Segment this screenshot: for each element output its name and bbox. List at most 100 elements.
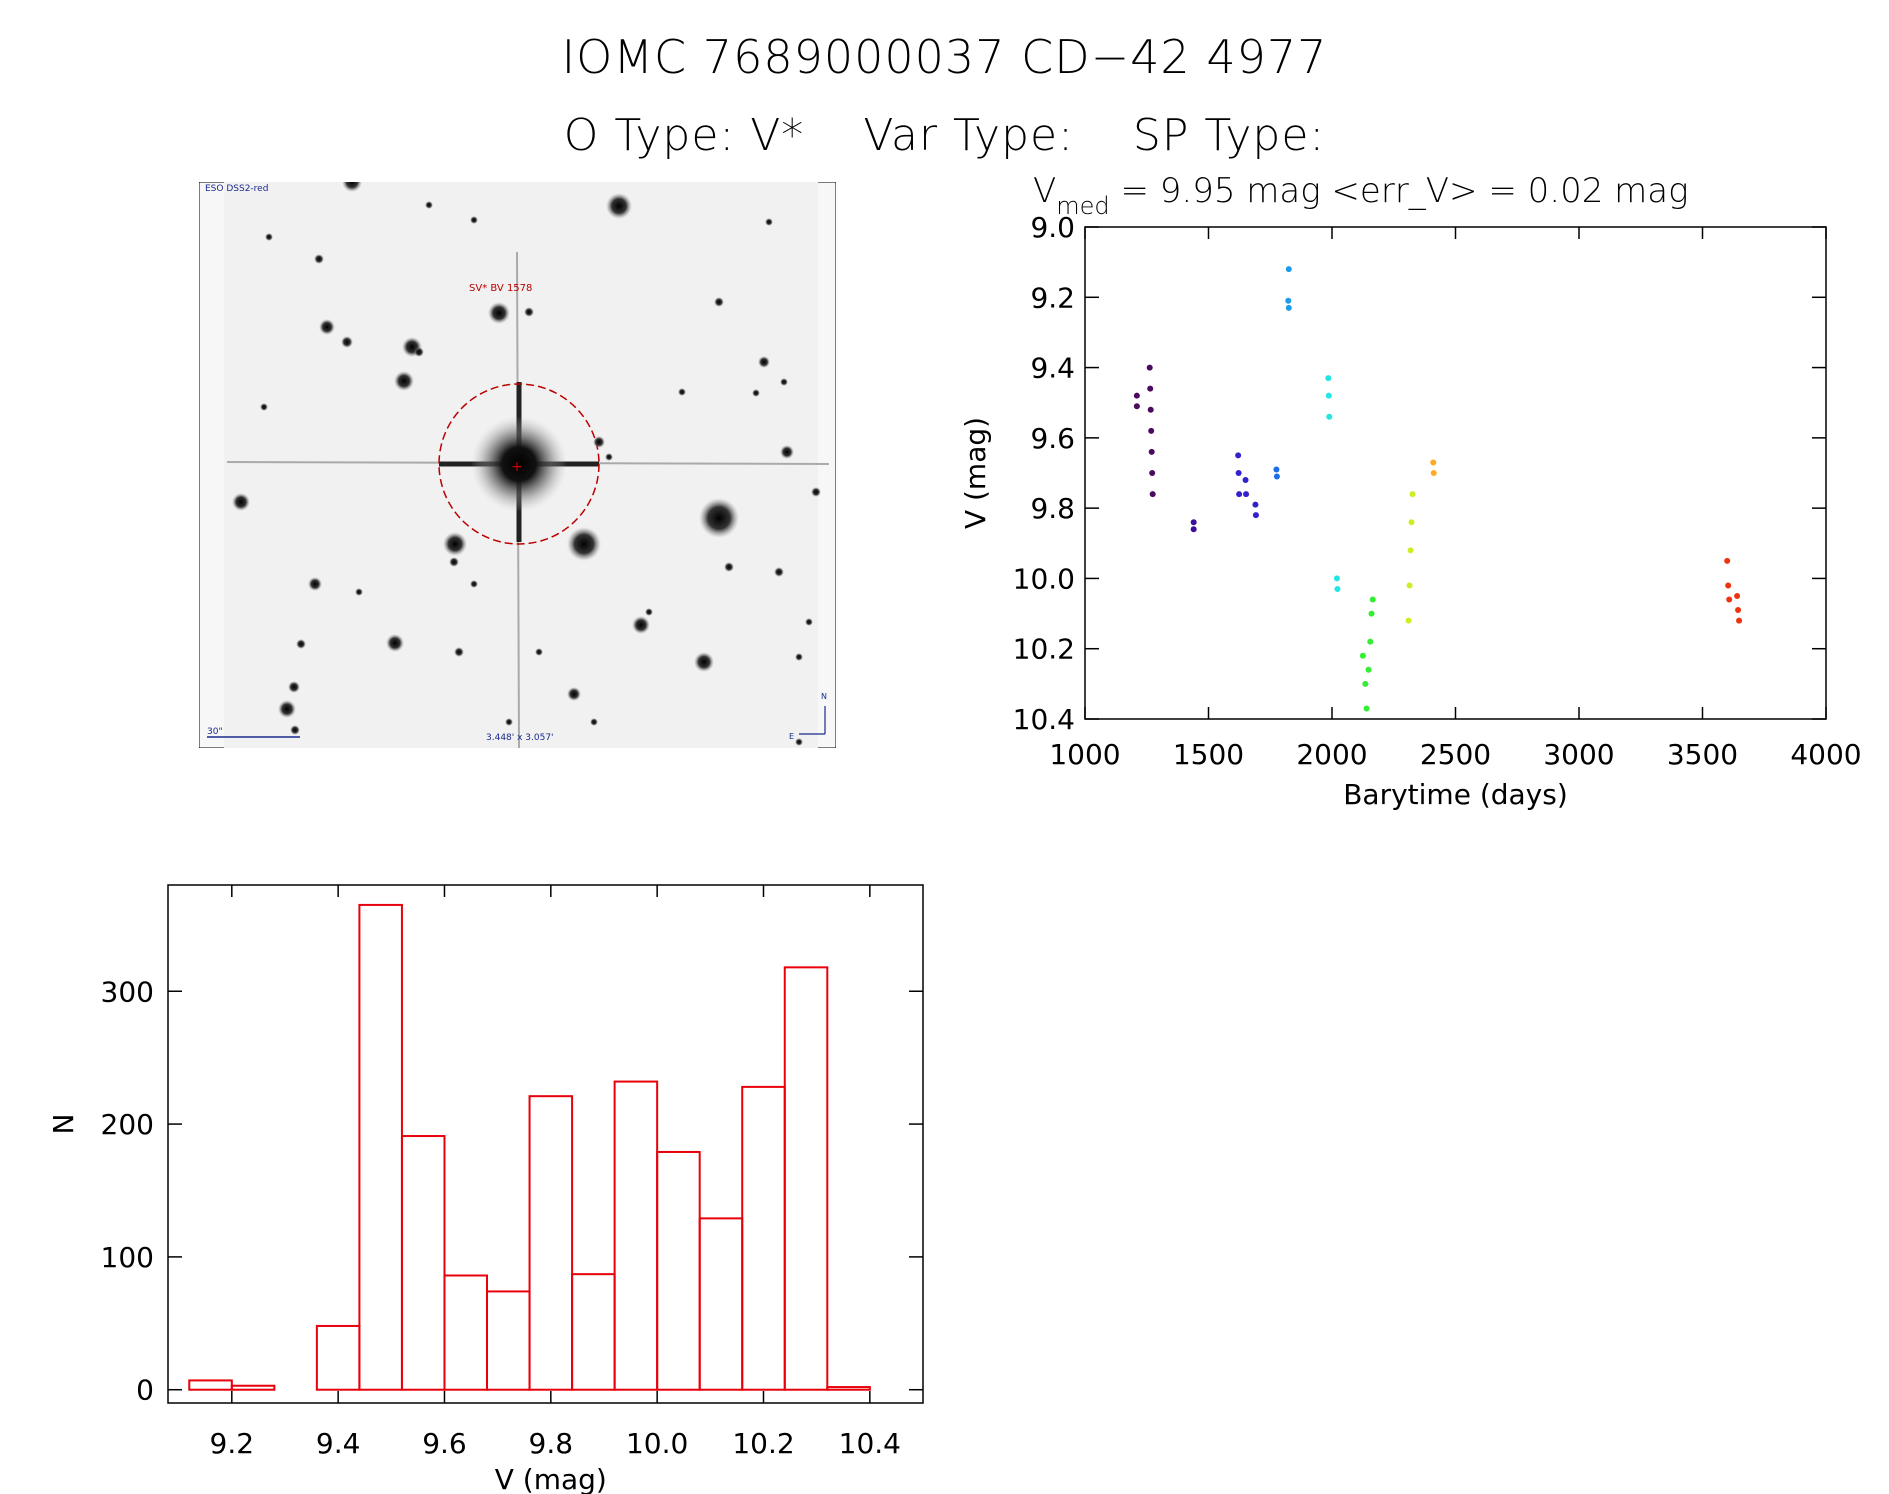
- histogram-bar: [826, 1386, 871, 1391]
- histogram-bar: [571, 1273, 616, 1391]
- data-point: [1147, 406, 1154, 413]
- x-tick-label: 9.8: [529, 1427, 574, 1460]
- histogram-bar: [400, 1135, 446, 1391]
- data-point: [1736, 617, 1743, 624]
- y-tick-label: 9.6: [1030, 422, 1075, 455]
- x-tick-label: 9.4: [316, 1427, 361, 1460]
- data-point: [1359, 652, 1366, 659]
- histogram-bar: [230, 1384, 276, 1391]
- histogram-bar: [613, 1080, 659, 1391]
- data-point: [1406, 582, 1413, 589]
- x-tick-label: 9.2: [210, 1427, 255, 1460]
- data-point: [1726, 596, 1733, 603]
- target-aperture-circle: [438, 383, 600, 545]
- data-point: [1735, 607, 1742, 614]
- histogram-bar: [783, 966, 829, 1391]
- data-point: [1409, 491, 1416, 498]
- compass: [799, 706, 826, 735]
- data-point: [1334, 585, 1341, 592]
- data-point: [1190, 519, 1197, 526]
- data-point: [1407, 547, 1414, 554]
- y-tick-label: 10.2: [1013, 633, 1075, 666]
- data-point: [1285, 297, 1292, 304]
- histogram-frame: [167, 884, 924, 1404]
- histogram-bar: [188, 1379, 233, 1391]
- x-tick-label: 10.4: [839, 1427, 901, 1460]
- compass-north: N: [821, 692, 827, 701]
- histogram-bar: [528, 1095, 574, 1391]
- x-tick-label: 9.6: [422, 1427, 467, 1460]
- y-axis-label: N: [47, 1114, 80, 1135]
- variable-type: Var Type:: [863, 110, 1074, 161]
- y-tick-label: 9.4: [1030, 352, 1075, 385]
- x-tick-label: 2000: [1296, 738, 1367, 771]
- target-star: [471, 416, 567, 512]
- data-point: [1235, 470, 1242, 476]
- histogram-bar: [486, 1290, 531, 1391]
- y-tick-label: 100: [101, 1241, 154, 1274]
- y-tick-label: 9.0: [1030, 211, 1075, 244]
- histogram-bar: [741, 1085, 786, 1391]
- type-line: O Type: V* Var Type: SP Type:: [0, 110, 1889, 161]
- object-type: O Type: V*: [563, 110, 805, 161]
- data-point: [1273, 473, 1280, 480]
- data-point: [1190, 526, 1197, 533]
- data-point: [1408, 519, 1415, 526]
- data-point: [1333, 575, 1340, 582]
- x-tick-label: 10.2: [732, 1427, 794, 1460]
- data-point: [1362, 680, 1369, 687]
- size-label: 3.448' x 3.057': [486, 733, 554, 743]
- data-point: [1368, 610, 1375, 617]
- x-tick-label: 3500: [1667, 738, 1738, 771]
- light-curve-title: Vmed = 9.95 mag <err_V> = 0.02 mag: [1033, 171, 1689, 220]
- data-point: [1367, 638, 1374, 645]
- histogram-bar: [698, 1217, 744, 1391]
- data-point: [1148, 427, 1155, 434]
- data-point: [1147, 385, 1154, 392]
- data-point: [1724, 557, 1731, 564]
- data-point: [1252, 512, 1259, 519]
- data-point: [1325, 375, 1332, 382]
- histogram-bar: [315, 1324, 361, 1391]
- data-point: [1235, 452, 1242, 459]
- data-point: [1363, 705, 1370, 712]
- histogram-bar: [443, 1274, 489, 1391]
- light-curve-frame: [1084, 226, 1827, 720]
- data-point: [1325, 392, 1332, 399]
- data-point: [1133, 403, 1140, 410]
- data-point: [1242, 477, 1249, 484]
- light-curve-chart: Vmed = 9.95 mag <err_V> = 0.02 mag 1000 1…: [959, 171, 1862, 811]
- data-point: [1430, 470, 1437, 476]
- data-point: [1734, 593, 1741, 599]
- data-point: [1148, 448, 1155, 455]
- x-tick-label: 4000: [1790, 738, 1861, 771]
- data-point: [1725, 582, 1732, 589]
- y-tick-label: 9.2: [1030, 281, 1075, 314]
- object-label: SV* BV 1578: [469, 283, 532, 294]
- x-tick-label: 2500: [1420, 738, 1491, 771]
- x-tick-label: 1500: [1173, 738, 1244, 771]
- data-point: [1252, 501, 1259, 508]
- data-point: [1149, 491, 1156, 498]
- data-point: [1236, 491, 1243, 498]
- sky-image-stamp: + ESO DSS2-red SV* BV 1578 30" 3.448' x …: [199, 182, 836, 748]
- histogram-bar: [656, 1150, 701, 1391]
- histogram-bar: [358, 903, 403, 1391]
- data-point: [1365, 666, 1372, 673]
- data-point: [1326, 413, 1333, 420]
- x-tick-label: 1000: [1049, 738, 1120, 771]
- data-point: [1369, 596, 1376, 603]
- data-point: [1243, 491, 1250, 498]
- field-stars: [232, 182, 821, 746]
- data-point: [1273, 466, 1280, 473]
- data-point: [1133, 392, 1140, 399]
- y-tick-label: 10.4: [1013, 703, 1075, 736]
- x-axis-label: Barytime (days): [1343, 778, 1568, 811]
- histogram-chart: 9.2 9.4 9.6 9.8 10.0 10.2 10.4 0 100 200 300 V (ma…: [47, 884, 924, 1494]
- spectral-type: SP Type:: [1132, 110, 1326, 161]
- y-tick-label: 0: [136, 1374, 154, 1407]
- data-point: [1430, 459, 1437, 466]
- y-tick-label: 10.0: [1013, 562, 1075, 595]
- data-point: [1149, 470, 1156, 476]
- y-tick-label: 9.8: [1030, 492, 1075, 525]
